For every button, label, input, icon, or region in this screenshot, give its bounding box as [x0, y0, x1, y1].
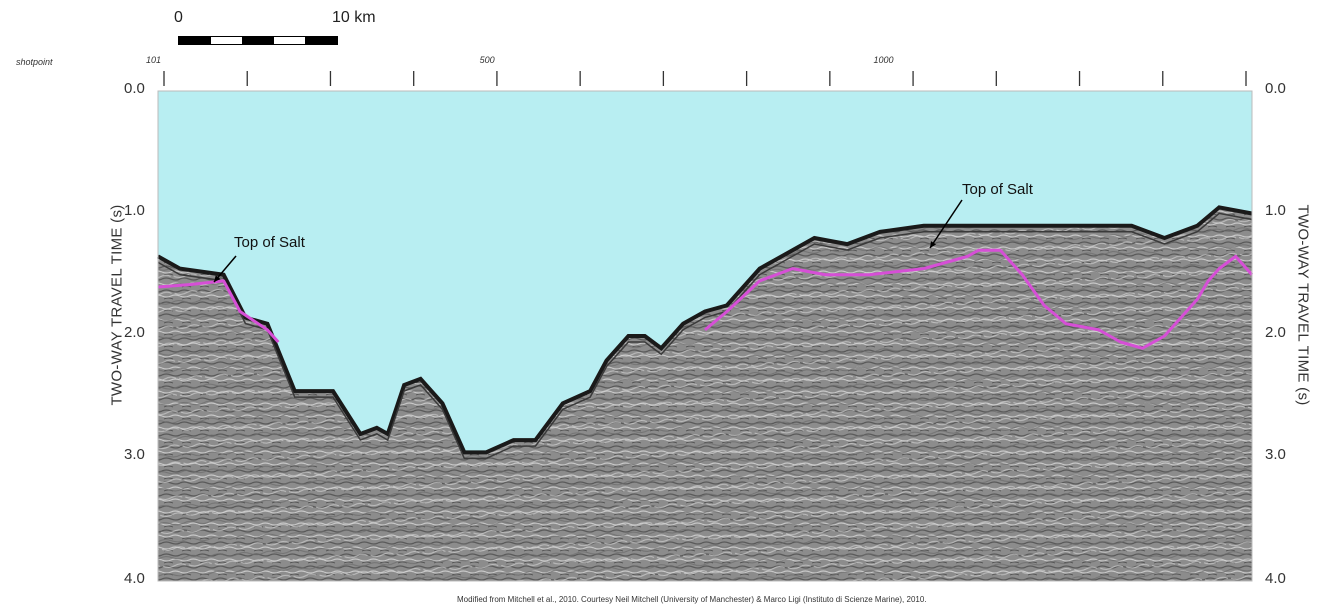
y-tick-left-4: 4.0: [124, 570, 145, 587]
scale-bar-segment: [273, 37, 306, 44]
top-of-salt-label-right: Top of Salt: [962, 181, 1033, 198]
shotpoint-axis: 101 500 1000: [146, 55, 1247, 86]
y-tick-left-3: 3.0: [124, 446, 145, 463]
top-of-salt-line-left: [157, 279, 280, 344]
y-tick-right-4: 4.0: [1265, 570, 1286, 587]
y-tick-right-3: 3.0: [1265, 446, 1286, 463]
shotpoint-tick-label: 101: [146, 55, 161, 65]
shotpoint-tick-label: 1000: [874, 55, 894, 65]
sediment-texture: [158, 207, 1252, 581]
y-tick-right-1: 1.0: [1265, 202, 1286, 219]
scale-bar-segment: [242, 37, 274, 44]
scale-bar-segment: [179, 37, 211, 44]
scale-bar-segment: [305, 37, 337, 44]
y-tick-right-2: 2.0: [1265, 324, 1286, 341]
shotpoint-label: shotpoint: [16, 57, 53, 67]
scale-bar-segment: [210, 37, 243, 44]
scale-bar: [178, 36, 338, 45]
top-of-salt-arrow-right-head: [930, 241, 937, 248]
seafloor-multiple: [157, 212, 1253, 460]
y-tick-left-1: 1.0: [124, 202, 145, 219]
y-tick-right-0: 0.0: [1265, 80, 1286, 97]
y-tick-left-0: 0.0: [124, 80, 145, 97]
top-of-salt-label-left: Top of Salt: [234, 234, 305, 251]
shotpoint-tick-label: 500: [480, 55, 495, 65]
top-of-salt-line-right: [704, 248, 1254, 350]
plot-area: [157, 90, 1254, 582]
scale-bar-start-label: 0: [174, 9, 183, 26]
seafloor-reflector: [157, 205, 1253, 455]
y-tick-left-2: 2.0: [124, 324, 145, 341]
plot-frame: [157, 90, 1253, 582]
scale-bar-end-label: 10 km: [332, 9, 376, 26]
top-of-salt-arrow-left-head: [214, 275, 221, 282]
top-of-salt-arrow-right: [929, 199, 963, 249]
credit-line: Modified from Mitchell et al., 2010. Cou…: [457, 595, 927, 604]
